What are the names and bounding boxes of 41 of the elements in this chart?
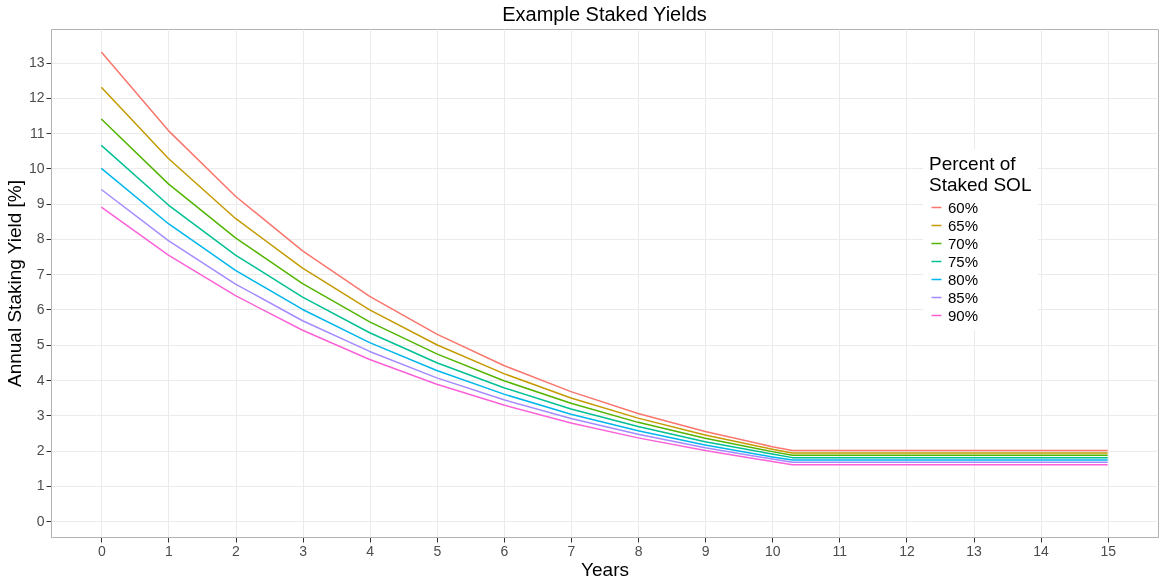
legend-title: Percent of Staked SOL <box>929 153 1032 195</box>
x-axis-title: Years <box>581 558 629 580</box>
legend-label: 90% <box>948 306 979 324</box>
x-tick-label: 12 <box>899 542 915 559</box>
chart-title: Example Staked Yields <box>502 3 707 25</box>
legend-label: 80% <box>948 270 979 288</box>
x-tick-label: 13 <box>966 542 982 559</box>
y-tick-label: 2 <box>36 442 45 459</box>
y-tick-label: 5 <box>36 336 45 353</box>
x-tick-label: 3 <box>299 542 308 559</box>
y-tick-label: 13 <box>28 54 45 71</box>
y-tick-label: 3 <box>36 406 45 423</box>
y-tick-label: 6 <box>36 300 45 317</box>
y-tick-label: 1 <box>36 477 45 494</box>
x-tick-label: 2 <box>232 542 241 559</box>
legend-label: 70% <box>948 234 979 252</box>
legend-label: 75% <box>948 252 979 270</box>
legend-label: 60% <box>948 198 979 216</box>
x-tick-label: 15 <box>1100 542 1117 559</box>
x-tick-label: 1 <box>165 542 174 559</box>
legend-label: 85% <box>948 288 979 306</box>
y-tick-label: 12 <box>28 89 45 106</box>
x-tick-label: 4 <box>366 542 375 559</box>
x-tick-label: 0 <box>97 542 106 559</box>
y-tick-label: 10 <box>28 159 45 176</box>
x-tick-label: 9 <box>701 542 710 559</box>
x-tick-label: 10 <box>764 542 781 559</box>
y-tick-label: 8 <box>36 230 45 247</box>
x-tick-label: 5 <box>433 542 442 559</box>
y-tick-label: 7 <box>36 265 45 282</box>
y-tick-label: 9 <box>36 195 45 212</box>
y-tick-label: 11 <box>29 124 45 141</box>
legend-label: 65% <box>948 216 979 234</box>
y-tick-label: 0 <box>36 512 45 529</box>
y-tick-label: 4 <box>36 371 45 388</box>
x-tick-label: 11 <box>832 542 848 559</box>
x-tick-label: 6 <box>500 542 509 559</box>
y-axis-title: Annual Staking Yield [%] <box>3 179 25 388</box>
x-tick-label: 14 <box>1033 542 1050 559</box>
x-tick-label: 8 <box>634 542 643 559</box>
x-tick-label: 7 <box>567 542 576 559</box>
